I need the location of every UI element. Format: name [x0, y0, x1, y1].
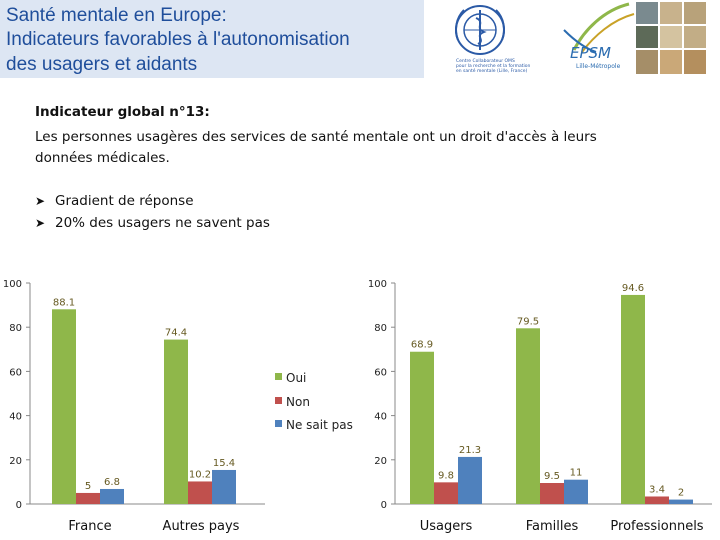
- epsm-logo: EPSM Lille-Métropole: [563, 2, 635, 70]
- data-label: 11: [570, 468, 583, 479]
- bar: [669, 499, 693, 504]
- y-tick-label: 20: [9, 456, 22, 467]
- indicator-line-2: données médicales.: [35, 150, 170, 166]
- arrow-bullet-icon: ➤: [35, 194, 46, 208]
- y-tick-label: 20: [374, 456, 387, 467]
- bar: [212, 469, 236, 504]
- x-tick-label: Usagers: [420, 519, 473, 534]
- bullet-1: ➤ Gradient de réponse: [35, 191, 194, 211]
- logo-strip: Centre Collaborateur OMS pour la recherc…: [424, 0, 720, 78]
- bar: [434, 482, 458, 504]
- y-tick-label: 0: [16, 500, 22, 511]
- title-line-3: des usagers et aidants: [6, 54, 198, 75]
- bullet-1-text: Gradient de réponse: [55, 193, 194, 209]
- data-label: 10.2: [189, 469, 211, 480]
- data-label: 79.5: [517, 316, 539, 327]
- photo-collage: [636, 2, 706, 74]
- data-label: 94.6: [622, 283, 644, 294]
- bar: [76, 492, 100, 504]
- y-tick-label: 80: [374, 323, 387, 334]
- y-tick-label: 100: [3, 279, 22, 290]
- indicator-title: Indicateur global n°13:: [35, 104, 210, 120]
- bullet-2: ➤ 20% des usagers ne savent pas: [35, 213, 270, 233]
- bar: [100, 488, 124, 504]
- title-line-1: Santé mentale en Europe:: [6, 5, 227, 26]
- who-logo: Centre Collaborateur OMS pour la recherc…: [455, 5, 530, 74]
- legend-label: Ne sait pas: [286, 418, 353, 432]
- y-tick-label: 60: [374, 367, 387, 378]
- who-caption-2: pour la recherche et la formation: [456, 63, 530, 69]
- x-tick-label: Autres pays: [163, 519, 240, 534]
- data-label: 74.4: [165, 328, 187, 339]
- bar: [621, 294, 645, 504]
- who-caption-1: Centre Collaborateur OMS: [456, 58, 515, 64]
- data-label: 9.8: [438, 470, 454, 481]
- bullet-2-text: 20% des usagers ne savent pas: [55, 215, 270, 231]
- y-tick-label: 40: [374, 412, 387, 423]
- bar: [188, 481, 212, 504]
- legend-swatch: [275, 420, 282, 427]
- y-tick-label: 40: [9, 412, 22, 423]
- arrow-bullet-icon: ➤: [35, 216, 46, 230]
- data-label: 9.5: [544, 471, 560, 482]
- data-label: 88.1: [53, 297, 75, 308]
- data-label: 6.8: [104, 477, 120, 488]
- x-tick-label: Familles: [526, 519, 579, 534]
- data-label: 5: [85, 481, 91, 492]
- bar: [540, 483, 564, 504]
- bar: [645, 496, 669, 504]
- legend-swatch: [275, 373, 282, 380]
- legend-swatch: [275, 397, 282, 404]
- legend-label: Oui: [286, 371, 306, 385]
- bar: [52, 309, 76, 504]
- x-tick-label: Professionnels: [610, 519, 703, 534]
- bar: [564, 479, 588, 504]
- bar: [410, 351, 434, 504]
- data-label: 21.3: [459, 445, 481, 456]
- x-tick-label: France: [68, 519, 111, 534]
- data-label: 15.4: [213, 458, 235, 469]
- epsm-subtext: Lille-Métropole: [576, 63, 621, 70]
- y-tick-label: 100: [368, 279, 387, 290]
- epsm-text: EPSM: [570, 44, 611, 62]
- title-banner: Santé mentale en Europe: Indicateurs fav…: [0, 0, 424, 78]
- indicator-line-1: Les personnes usagères des services de s…: [35, 129, 597, 145]
- y-tick-label: 80: [9, 323, 22, 334]
- legend-label: Non: [286, 395, 310, 409]
- bar: [516, 328, 540, 504]
- bar: [458, 456, 482, 504]
- who-caption-3: en santé mentale (Lille, France): [456, 67, 528, 74]
- y-tick-label: 60: [9, 367, 22, 378]
- y-tick-label: 0: [381, 500, 387, 511]
- bar: [164, 339, 188, 504]
- data-label: 3.4: [649, 484, 665, 495]
- data-label: 2: [678, 488, 684, 499]
- data-label: 68.9: [411, 340, 433, 351]
- title-line-2: Indicateurs favorables à l'autonomisatio…: [6, 29, 350, 50]
